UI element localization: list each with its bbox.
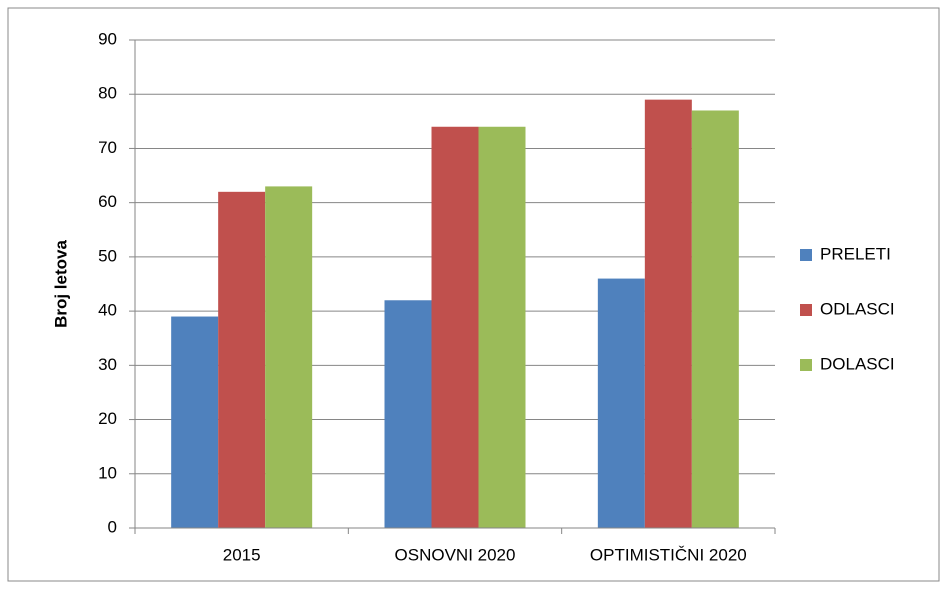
y-tick-label: 60 <box>98 192 117 211</box>
y-tick-label: 0 <box>108 517 117 536</box>
y-tick-label: 70 <box>98 138 117 157</box>
bar <box>431 126 479 528</box>
y-tick-label: 40 <box>98 301 117 320</box>
x-tick-label: OSNOVNI 2020 <box>395 545 516 564</box>
legend-swatch <box>800 249 812 261</box>
y-tick-label: 50 <box>98 246 117 265</box>
legend-swatch <box>800 304 812 316</box>
legend-swatch <box>800 359 812 371</box>
legend-label: ODLASCI <box>820 299 895 318</box>
bar <box>597 278 645 528</box>
y-tick-label: 20 <box>98 409 117 428</box>
bar <box>478 126 526 528</box>
legend-label: PRELETI <box>820 244 891 263</box>
y-tick-label: 30 <box>98 355 117 374</box>
y-axis-label: Broj letova <box>51 240 70 328</box>
bar <box>171 316 219 528</box>
bar <box>691 110 739 528</box>
x-tick-label: OPTIMISTIČNI 2020 <box>590 545 747 564</box>
x-tick-label: 2015 <box>223 545 261 564</box>
bar <box>265 186 313 528</box>
y-tick-label: 80 <box>98 84 117 103</box>
y-tick-label: 90 <box>98 29 117 48</box>
y-tick-label: 10 <box>98 463 117 482</box>
bar <box>644 99 692 529</box>
legend-label: DOLASCI <box>820 354 895 373</box>
bar <box>218 191 266 529</box>
bar <box>384 300 432 528</box>
